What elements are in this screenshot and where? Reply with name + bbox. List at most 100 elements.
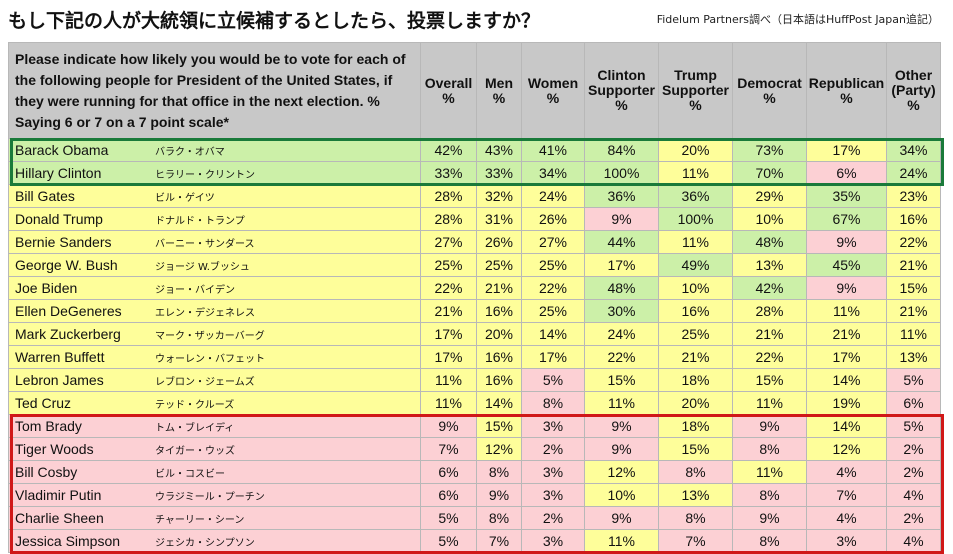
person-name-ja: チャーリー・シーン	[155, 515, 245, 526]
row-name-cell: Bernie Sanders バーニー・サンダース	[8, 230, 421, 254]
row-name-cell: Barack Obama バラク・オバマ	[8, 138, 421, 162]
value-cell: 9%	[584, 437, 659, 461]
value-cell: 21%	[732, 322, 807, 346]
value-cell: 21%	[658, 345, 733, 369]
value-cell: 26%	[476, 230, 522, 254]
source-note: Fidelum Partners調べ（日本語はHuffPost Japan追記）	[656, 13, 939, 26]
value-cell: 14%	[806, 414, 887, 438]
person-name-ja: マーク・ザッカーバーグ	[155, 331, 265, 342]
value-cell: 33%	[420, 161, 477, 185]
value-cell: 10%	[658, 276, 733, 300]
value-cell: 49%	[658, 253, 733, 277]
value-cell: 5%	[886, 414, 941, 438]
person-name-ja: ドナルド・トランプ	[155, 216, 245, 227]
value-cell: 36%	[658, 184, 733, 208]
person-name-ja: ビル・ゲイツ	[155, 193, 215, 204]
value-cell: 100%	[658, 207, 733, 231]
value-cell: 8%	[732, 529, 807, 553]
person-name-ja: ジェシカ・シンプソン	[155, 538, 255, 549]
value-cell: 36%	[584, 184, 659, 208]
value-cell: 11%	[584, 529, 659, 553]
value-cell: 48%	[584, 276, 659, 300]
value-cell: 41%	[521, 138, 585, 162]
person-name-ja: ウラジミール・プーチン	[155, 492, 265, 503]
header-row: Please indicate how likely you would be …	[8, 42, 941, 139]
person-name: Hillary Clinton	[15, 165, 102, 181]
table-row: Bill Cosby ビル・コスビー 6% 8% 3% 12% 8% 11% 4% 2%	[8, 460, 941, 484]
value-cell: 9%	[584, 414, 659, 438]
value-cell: 45%	[806, 253, 887, 277]
row-name-cell: Jessica Simpson ジェシカ・シンプソン	[8, 529, 421, 553]
person-name-ja: レブロン・ジェームズ	[155, 377, 255, 388]
value-cell: 22%	[584, 345, 659, 369]
value-cell: 25%	[521, 299, 585, 323]
value-cell: 34%	[521, 161, 585, 185]
value-cell: 24%	[886, 161, 941, 185]
person-name: Lebron James	[15, 372, 104, 388]
value-cell: 4%	[886, 529, 941, 553]
value-cell: 34%	[886, 138, 941, 162]
value-cell: 24%	[584, 322, 659, 346]
value-cell: 25%	[476, 253, 522, 277]
value-cell: 6%	[420, 460, 477, 484]
value-cell: 8%	[732, 437, 807, 461]
table-row: Ellen DeGeneres エレン・デジェネレス 21% 16% 25% 30% 16%…	[8, 299, 941, 323]
value-cell: 20%	[476, 322, 522, 346]
table-row: Jessica Simpson ジェシカ・シンプソン 5% 7% 3% 11% 7% 8% 3%…	[8, 529, 941, 553]
table-row: Hillary Clinton ヒラリー・クリントン 33% 33% 34% 100% 11…	[8, 161, 941, 185]
value-cell: 2%	[886, 437, 941, 461]
value-cell: 4%	[806, 460, 887, 484]
row-name-cell: Mark Zuckerberg マーク・ザッカーバーグ	[8, 322, 421, 346]
value-cell: 42%	[732, 276, 807, 300]
table-body: Barack Obama バラク・オバマ 42% 43% 41% 84% 20% 73% 17%…	[8, 138, 941, 553]
value-cell: 28%	[420, 184, 477, 208]
row-name-cell: Ellen DeGeneres エレン・デジェネレス	[8, 299, 421, 323]
value-cell: 84%	[584, 138, 659, 162]
value-cell: 73%	[732, 138, 807, 162]
value-cell: 16%	[476, 368, 522, 392]
value-cell: 22%	[521, 276, 585, 300]
value-cell: 8%	[476, 506, 522, 530]
table-row: Barack Obama バラク・オバマ 42% 43% 41% 84% 20% 73% 17%…	[8, 138, 941, 162]
row-name-cell: Bill Cosby ビル・コスビー	[8, 460, 421, 484]
person-name-ja: ジョージ W.ブッシュ	[155, 262, 250, 273]
value-cell: 10%	[584, 483, 659, 507]
value-cell: 32%	[476, 184, 522, 208]
row-name-cell: Joe Biden ジョー・バイデン	[8, 276, 421, 300]
value-cell: 21%	[886, 299, 941, 323]
table-row: Tom Brady トム・ブレイディ 9% 15% 3% 9% 18% 9% 14% 5%	[8, 414, 941, 438]
value-cell: 9%	[732, 414, 807, 438]
value-cell: 2%	[521, 437, 585, 461]
value-cell: 11%	[806, 299, 887, 323]
row-name-cell: Lebron James レブロン・ジェームズ	[8, 368, 421, 392]
value-cell: 48%	[732, 230, 807, 254]
value-cell: 22%	[732, 345, 807, 369]
value-cell: 31%	[476, 207, 522, 231]
row-name-cell: Tom Brady トム・ブレイディ	[8, 414, 421, 438]
column-header: Trump Supporter %	[658, 42, 733, 139]
value-cell: 3%	[521, 414, 585, 438]
value-cell: 7%	[420, 437, 477, 461]
row-name-cell: Warren Buffett ウォーレン・バフェット	[8, 345, 421, 369]
value-cell: 30%	[584, 299, 659, 323]
person-name-ja: ビル・コスビー	[155, 469, 225, 480]
value-cell: 14%	[521, 322, 585, 346]
value-cell: 8%	[658, 460, 733, 484]
value-cell: 4%	[806, 506, 887, 530]
value-cell: 27%	[420, 230, 477, 254]
value-cell: 17%	[420, 345, 477, 369]
value-cell: 9%	[420, 414, 477, 438]
value-cell: 2%	[886, 460, 941, 484]
person-name: Warren Buffett	[15, 349, 105, 365]
value-cell: 9%	[584, 207, 659, 231]
value-cell: 3%	[521, 529, 585, 553]
value-cell: 21%	[476, 276, 522, 300]
value-cell: 7%	[476, 529, 522, 553]
value-cell: 16%	[658, 299, 733, 323]
value-cell: 3%	[521, 483, 585, 507]
value-cell: 11%	[732, 391, 807, 415]
row-name-cell: Bill Gates ビル・ゲイツ	[8, 184, 421, 208]
value-cell: 8%	[521, 391, 585, 415]
value-cell: 43%	[476, 138, 522, 162]
row-name-cell: Tiger Woods タイガー・ウッズ	[8, 437, 421, 461]
